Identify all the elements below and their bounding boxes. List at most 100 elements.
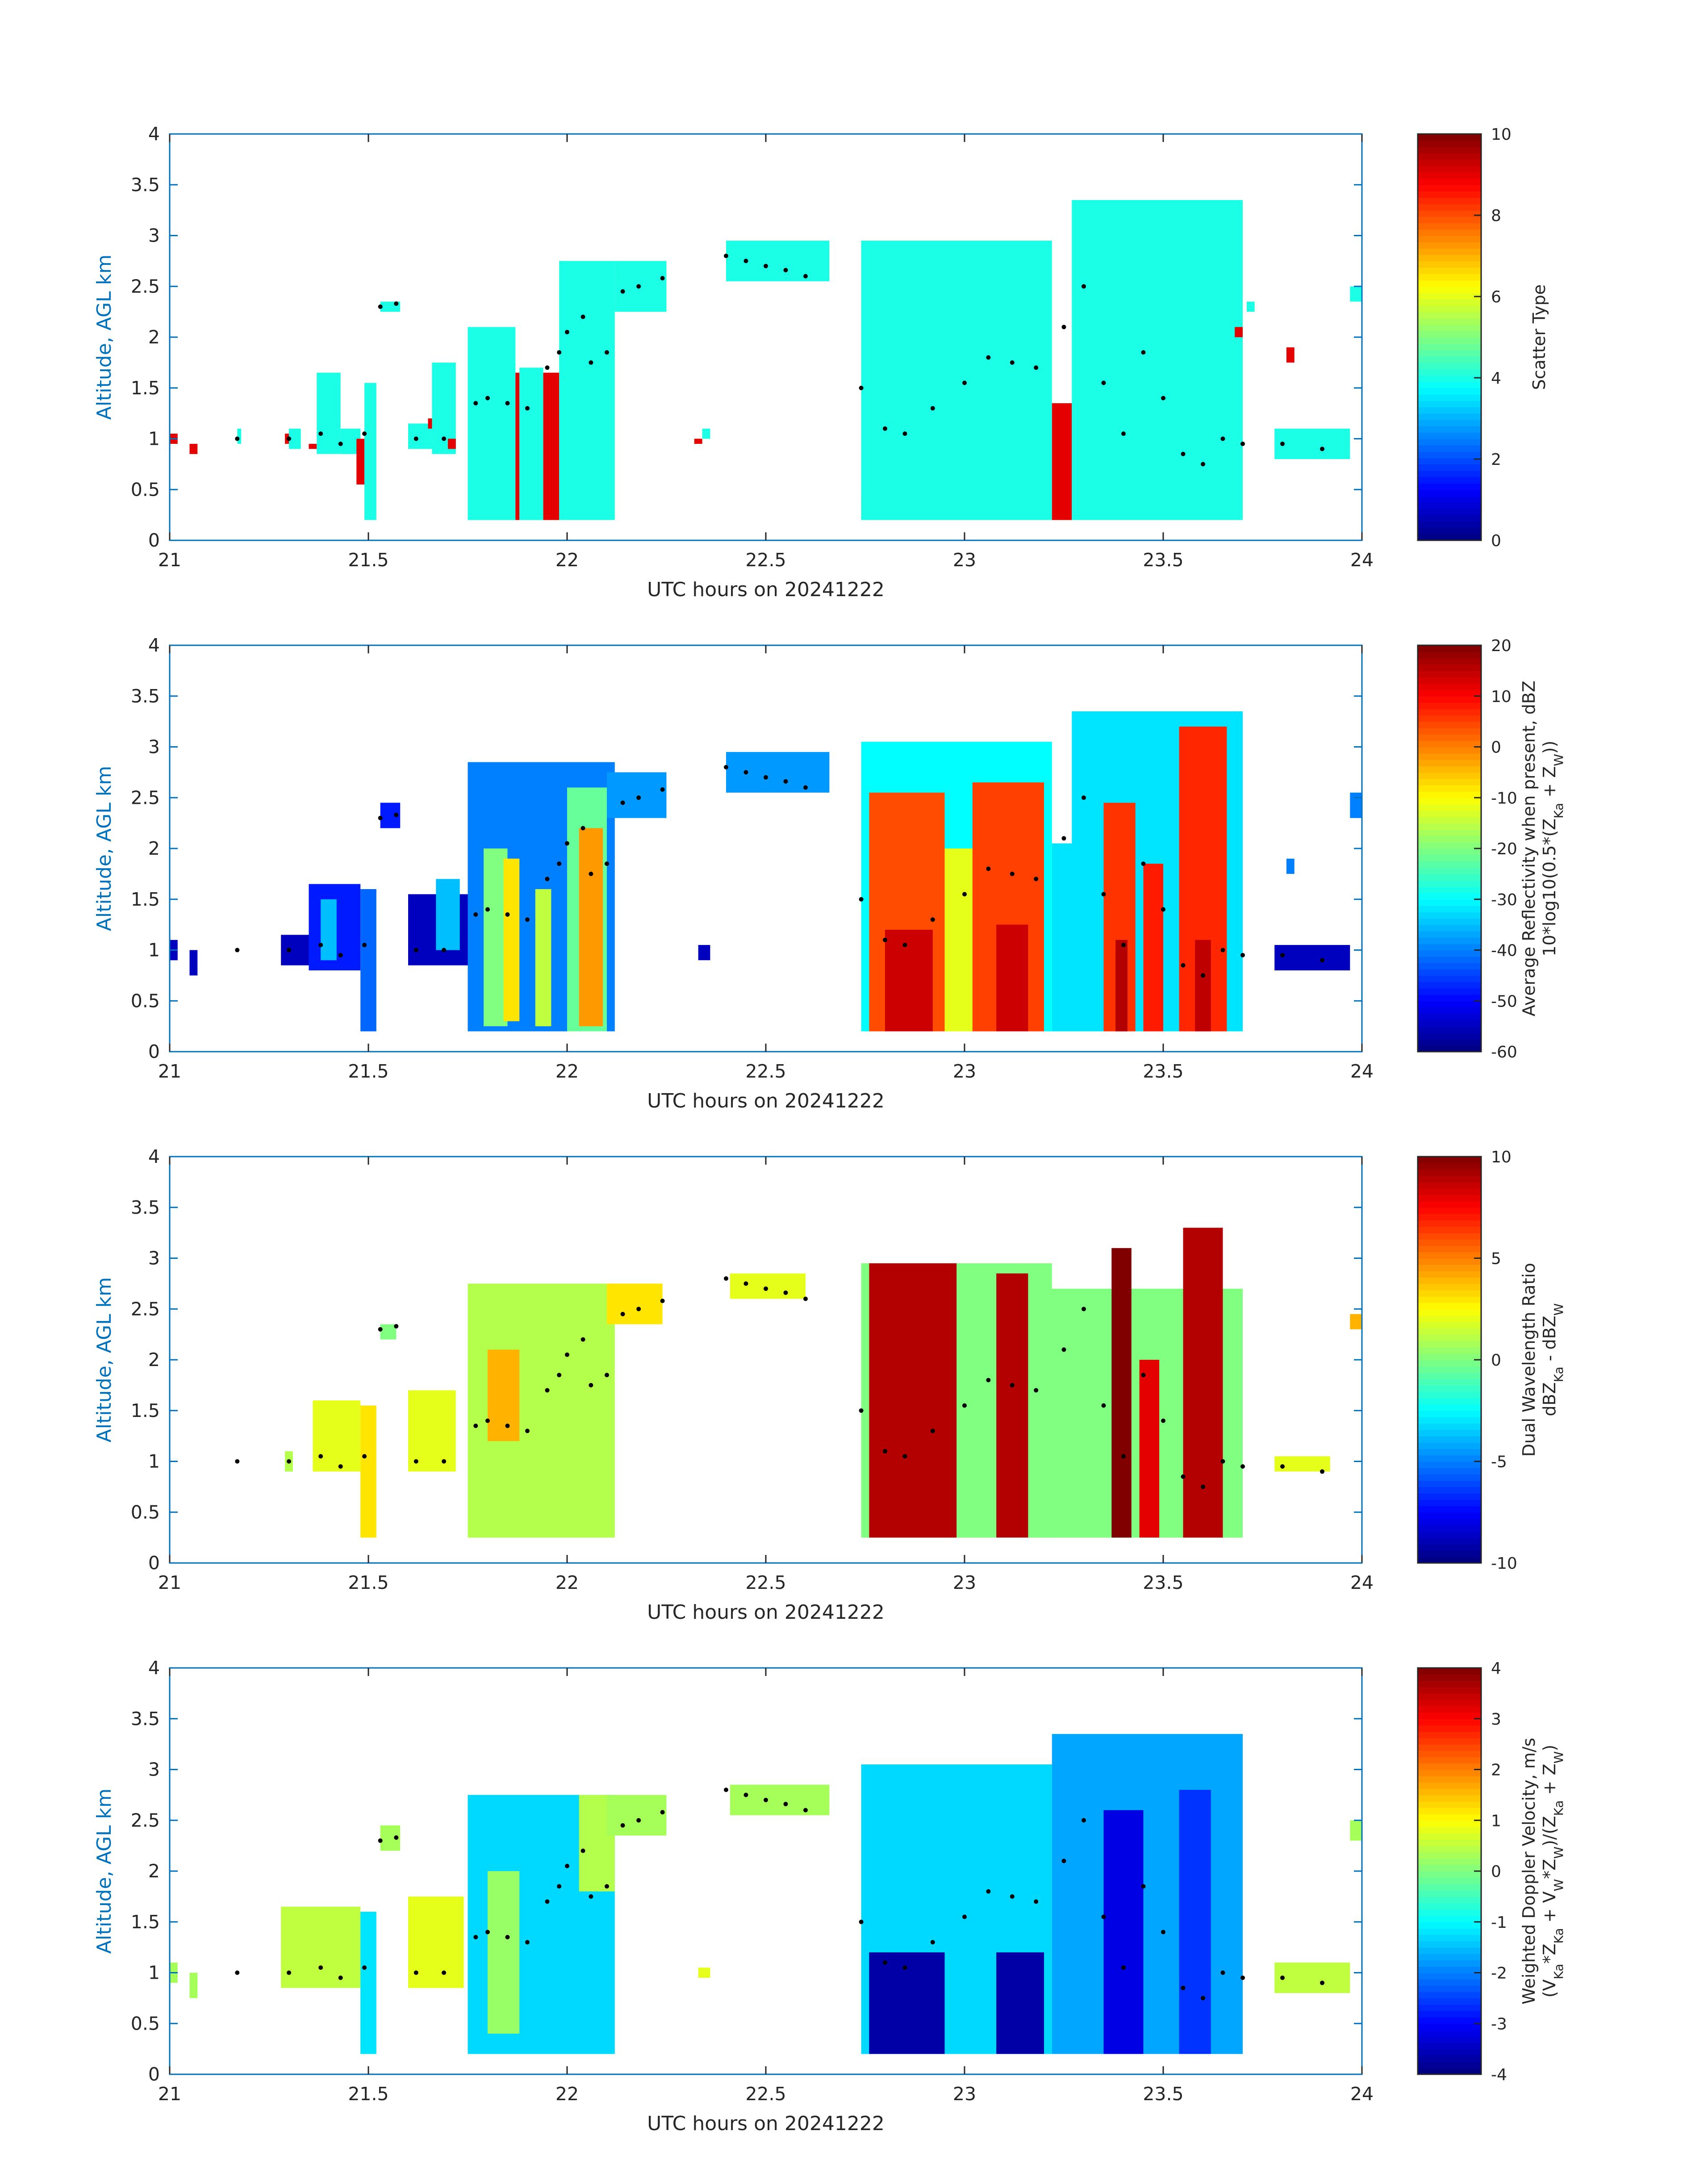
colorbar-segment — [1418, 677, 1481, 684]
colorbar: -10 -5 0 5 10 Dual Wavelength Ratio dBZKa - dB… — [1417, 1148, 1566, 1573]
heatmap-cells — [170, 711, 1362, 1032]
overlay-dot — [859, 385, 864, 390]
overlay-dot — [545, 1388, 550, 1393]
heatmap-cell — [1274, 945, 1350, 970]
colorbar-segment — [1418, 1706, 1481, 1713]
y-tick-label: 4 — [148, 1657, 160, 1679]
overlay-dot — [1320, 958, 1324, 963]
colorbar-segment — [1418, 1935, 1481, 1942]
colorbar-segment — [1418, 2030, 1481, 2037]
heatmap-cell — [559, 261, 615, 520]
colorbar-tick-label: 1 — [1491, 1812, 1501, 1830]
overlay-dot — [743, 259, 748, 263]
colorbar-segment — [1418, 210, 1481, 217]
colorbar-tick-label: 5 — [1491, 1250, 1501, 1268]
colorbar-segment — [1418, 1807, 1481, 1814]
colorbar-segment — [1418, 1032, 1481, 1040]
colorbar-segment — [1418, 1776, 1481, 1783]
x-tick-label: 24 — [1350, 2083, 1374, 2105]
colorbar-segment — [1418, 1852, 1481, 1859]
overlay-dot — [1220, 1970, 1225, 1975]
colorbar-segment — [1418, 318, 1481, 325]
overlay-dot — [362, 1965, 367, 1970]
colorbar-segment — [1418, 432, 1481, 439]
x-tick-label: 22 — [555, 549, 579, 571]
overlay-dot — [803, 274, 808, 279]
colorbar-segment — [1418, 1188, 1481, 1195]
heatmap-cell — [1179, 1790, 1211, 2054]
colorbar-segment — [1418, 242, 1481, 249]
heatmap-cell — [360, 1405, 376, 1538]
colorbar-segment — [1418, 753, 1481, 760]
overlay-dot — [803, 1296, 808, 1301]
colorbar-segment — [1418, 1884, 1481, 1891]
overlay-dot — [1181, 451, 1186, 456]
colorbar-segment — [1418, 1738, 1481, 1745]
overlay-dot — [1010, 871, 1015, 876]
colorbar-segment — [1418, 375, 1481, 382]
colorbar-segment — [1418, 1966, 1481, 1973]
colorbar-segment — [1418, 1334, 1481, 1341]
heatmap-cell — [488, 1350, 520, 1442]
colorbar-segment — [1418, 1360, 1481, 1367]
colorbar-segment — [1418, 470, 1481, 477]
colorbar-segment — [1418, 778, 1481, 786]
overlay-dot — [525, 1940, 530, 1945]
colorbar-segment — [1418, 1220, 1481, 1227]
colorbar-segment — [1418, 652, 1481, 659]
colorbar-segment — [1418, 1525, 1481, 1532]
x-tick-label: 21 — [158, 549, 181, 571]
colorbar-segment — [1418, 350, 1481, 357]
overlay-dot — [485, 1930, 490, 1935]
x-tick-label: 23 — [953, 1572, 976, 1593]
overlay-dot — [442, 436, 447, 441]
colorbar-segment — [1418, 1820, 1481, 1827]
colorbar-segment — [1418, 1992, 1481, 1999]
colorbar-segment — [1418, 1846, 1481, 1853]
heatmap-cell — [694, 439, 702, 444]
panel-scatter-type: 21 21.5 22 22.5 23 23.5 2400.511.522.533.54UTC… — [93, 123, 1549, 601]
y-tick-label: 2.5 — [131, 1809, 160, 1831]
y-tick-label: 4 — [148, 635, 160, 656]
heatmap-cell — [869, 1263, 957, 1538]
colorbar-segment — [1418, 521, 1481, 528]
heatmap-cell — [702, 428, 710, 439]
heatmap-cell — [1139, 1360, 1160, 1538]
colorbar-segment — [1418, 401, 1481, 408]
overlay-dot — [986, 1889, 991, 1894]
heatmap-cell — [281, 935, 309, 965]
overlay-dot — [783, 779, 788, 784]
overlay-dot — [362, 1454, 367, 1459]
x-axis-label: UTC hours on 20241222 — [647, 1090, 885, 1112]
colorbar-segment — [1418, 1233, 1481, 1240]
overlay-dot — [1061, 325, 1066, 330]
colorbar-segment — [1418, 426, 1481, 433]
heatmap-cell — [1286, 858, 1295, 874]
heatmap-cell — [996, 1952, 1044, 2054]
overlay-dot — [724, 254, 728, 258]
overlay-dot — [1320, 447, 1324, 451]
overlay-dot — [338, 953, 343, 957]
colorbar-tick-label: -10 — [1491, 789, 1517, 807]
heatmap-cell — [730, 1273, 806, 1299]
heatmap-cell — [519, 368, 543, 520]
colorbar-segment — [1418, 1757, 1481, 1764]
heatmap-cell — [189, 443, 198, 454]
x-tick-label: 23 — [953, 549, 976, 571]
colorbar-segment — [1418, 867, 1481, 874]
overlay-dot — [803, 1808, 808, 1813]
overlay-dot — [378, 1838, 383, 1843]
colorbar-tick-label: 10 — [1491, 1148, 1512, 1166]
overlay-dot — [1201, 462, 1205, 467]
colorbar-segment — [1418, 1410, 1481, 1417]
x-tick-label: 21 — [158, 2083, 181, 2105]
colorbar-segment — [1418, 645, 1481, 652]
colorbar-tick-label: 2 — [1491, 1761, 1501, 1780]
colorbar-tick-label: 2 — [1491, 451, 1501, 469]
colorbar-segment — [1418, 658, 1481, 665]
heatmap-cell — [189, 950, 198, 976]
heatmap-cells — [170, 200, 1362, 520]
colorbar: -4 -3 -2 -1 0 1 2 3 4 Weighted Doppler Velocity, … — [1417, 1659, 1566, 2084]
overlay-dot — [545, 1899, 550, 1904]
y-tick-label: 2 — [148, 1349, 160, 1371]
